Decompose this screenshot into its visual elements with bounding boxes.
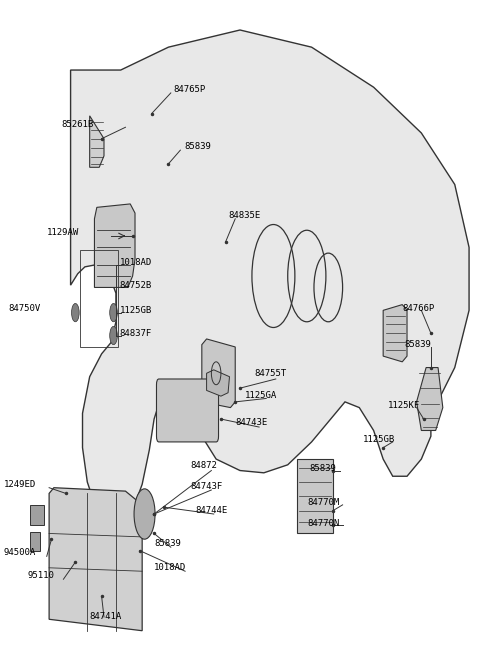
Circle shape <box>72 303 79 322</box>
Text: 84750V: 84750V <box>9 303 41 312</box>
Polygon shape <box>206 370 229 396</box>
Polygon shape <box>49 488 142 631</box>
Polygon shape <box>202 339 235 407</box>
Text: 84872: 84872 <box>191 462 218 470</box>
Text: 84741A: 84741A <box>90 612 122 622</box>
Circle shape <box>134 489 155 539</box>
Text: 1125KF: 1125KF <box>388 401 420 410</box>
Bar <box>30 505 44 525</box>
Text: 94500A: 94500A <box>4 548 36 557</box>
Polygon shape <box>71 30 469 525</box>
Text: 1125GB: 1125GB <box>120 306 152 315</box>
Text: 1018AD: 1018AD <box>120 258 152 267</box>
Text: 85261B: 85261B <box>61 121 94 130</box>
Text: 1129AW: 1129AW <box>47 228 79 237</box>
Polygon shape <box>383 305 407 362</box>
Polygon shape <box>95 204 135 288</box>
FancyBboxPatch shape <box>156 379 218 442</box>
Text: 84743F: 84743F <box>191 482 223 491</box>
Text: 85839: 85839 <box>405 340 432 349</box>
Bar <box>297 459 333 533</box>
Text: 1018AD: 1018AD <box>154 563 186 572</box>
Text: 84765P: 84765P <box>173 85 205 94</box>
Text: 1249ED: 1249ED <box>4 479 36 489</box>
Text: 85839: 85839 <box>184 142 211 151</box>
Circle shape <box>110 303 117 322</box>
Polygon shape <box>90 116 104 167</box>
Text: 95110: 95110 <box>28 571 55 580</box>
Text: 1125GA: 1125GA <box>245 390 277 400</box>
Text: 1125GB: 1125GB <box>363 435 396 444</box>
Text: 84770M: 84770M <box>308 498 340 507</box>
Text: 84743E: 84743E <box>235 418 267 427</box>
Text: 85839: 85839 <box>154 539 181 548</box>
Text: 84744E: 84744E <box>196 506 228 515</box>
Text: 85839: 85839 <box>309 464 336 473</box>
Text: 84835E: 84835E <box>228 211 261 220</box>
Text: 84752B: 84752B <box>120 280 152 290</box>
Circle shape <box>110 326 117 345</box>
Bar <box>30 533 39 551</box>
Polygon shape <box>417 367 443 430</box>
Text: 84766P: 84766P <box>402 303 434 312</box>
Text: 84837F: 84837F <box>120 329 152 338</box>
Text: 84755T: 84755T <box>254 369 287 378</box>
Text: 84770N: 84770N <box>308 519 340 528</box>
